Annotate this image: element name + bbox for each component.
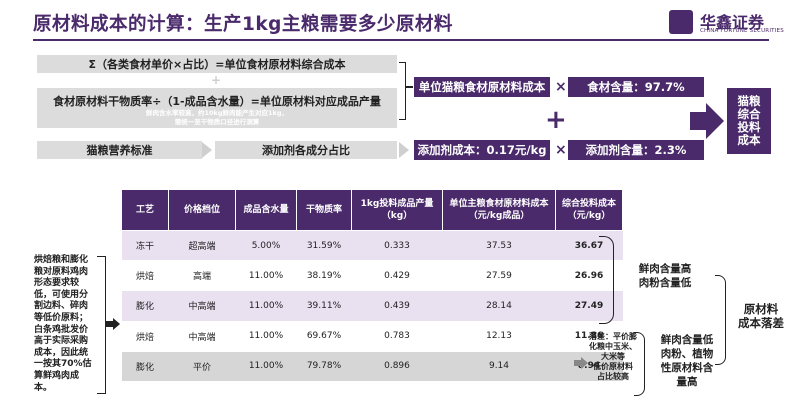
table-cell: 8.94 (555, 351, 623, 382)
plus-small-icon: + (211, 73, 222, 87)
table-cell: 26.96 (555, 260, 623, 292)
col-header: 单位主粮食材原材料成本 （元/kg成品） (442, 189, 556, 231)
table-cell: 37.53 (442, 230, 556, 262)
page-title: 原材料成本的计算：生产1kg主粮需要多少原材料 (33, 14, 453, 35)
table-cell: 超高端 (168, 230, 236, 262)
col-header: 1kg投料成品产量 （kg） (351, 189, 443, 231)
table-cell: 38.19% (296, 260, 352, 292)
table-cell: 高端 (168, 260, 236, 292)
col-header: 综合投料成本 （元/kg） (555, 189, 623, 231)
header-divider (33, 39, 769, 41)
additive-ratio-box: 添加剂含量：2.3% (568, 140, 704, 160)
table-header-row: 工艺 价格档位 成品含水量 干物质率 1kg投料成品产量 （kg） 单位主粮食材… (121, 189, 623, 231)
table-cell: 69.67% (296, 321, 352, 352)
table-cell: 11.86 (555, 321, 623, 352)
result-box: 猫粮 综合 投料 成本 (727, 88, 771, 154)
food-cost-box: 单位猫粮食材原材料成本 (414, 77, 550, 97)
formula-row-3-left: 猫粮营养标准 (37, 141, 202, 159)
table-cell: 11.00% (235, 321, 297, 352)
col-header: 干物质率 (296, 189, 352, 231)
table-cell: 平价 (168, 351, 236, 382)
group1-bracket (599, 236, 614, 324)
table-cell: 烘焙 (121, 260, 169, 292)
col-header: 价格档位 (168, 189, 236, 231)
table-row: 膨化 中高端 11.00% 39.11% 0.439 28.14 27.49 (121, 290, 623, 322)
times-icon-2: × (555, 142, 567, 158)
arrow-right-icon-2 (399, 142, 409, 158)
table-cell: 31.59% (296, 230, 352, 262)
table-cell: 中高端 (168, 321, 236, 352)
table-cell: 0.783 (351, 321, 443, 352)
plus-icon: + (545, 105, 567, 135)
additive-cost-box: 添加剂成本：0.17元/kg (414, 140, 550, 160)
formula-row-2: 食材原材料干物质率÷（1-成品含水量）=单位原材料对应成品产量 (53, 94, 381, 108)
table-cell: 27.49 (555, 290, 623, 322)
side-note: 烘焙粮和膨化粮对原料鸡肉形态要求较低，可使用分割边料、碎肉等低价原料；白条鸡批发… (34, 255, 92, 393)
formula-row-2-box: 食材原材料干物质率÷（1-成品含水量）=单位原材料对应成品产量 鲜肉含水率较高，… (37, 88, 397, 128)
table-cell: 0.333 (351, 230, 443, 262)
group2-bracket (634, 332, 645, 396)
table-cell: 0.429 (351, 260, 443, 292)
table-cell: 27.59 (442, 260, 556, 292)
table-cell: 11.00% (235, 351, 297, 382)
food-ratio-box: 食材含量：97.7% (568, 77, 704, 97)
table-cell: 烘焙 (121, 321, 169, 352)
table-cell: 39.11% (296, 290, 352, 322)
brace-tick (405, 86, 413, 88)
group1-label: 鲜肉含量高 肉粉含量低 (638, 263, 692, 289)
table-cell: 12.13 (442, 321, 556, 352)
table-cell: 11.00% (235, 260, 297, 292)
table-cell: 冻干 (121, 230, 169, 262)
table-row: 膨化 平价 11.00% 79.78% 0.896 9.14 8.94 (121, 351, 623, 382)
logo-text: 华鑫证券 (700, 13, 765, 32)
table-cell: 0.896 (351, 351, 443, 382)
times-icon: × (555, 79, 567, 95)
drop-note: 落差：平价膨 化粮中玉米、 大米等 低价原材料 占比较高 (589, 332, 637, 381)
group2-label: 鲜肉含量低 肉粉、植物 性原材料含 量高 (660, 334, 714, 388)
drop-arrow-icon (574, 357, 588, 369)
table-cell: 28.14 (442, 290, 556, 322)
brace-formula (399, 62, 406, 120)
table-cell: 中高端 (168, 290, 236, 322)
table-row: 烘焙 高端 11.00% 38.19% 0.429 27.59 26.96 (121, 260, 623, 292)
table-cell: 79.78% (296, 351, 352, 382)
conclusion-label: 原材料 成本落差 (738, 302, 784, 330)
col-header: 成品含水量 (235, 189, 297, 231)
cost-table: 工艺 价格档位 成品含水量 干物质率 1kg投料成品产量 （kg） 单位主粮食材… (121, 189, 623, 382)
formula-row-3-right: 添加剂各成分占比 (215, 141, 397, 159)
col-header: 工艺 (121, 189, 169, 231)
table-cell: 11.00% (235, 290, 297, 322)
conclusion-bracket (715, 275, 726, 365)
table-row: 烘焙 中高端 11.00% 69.67% 0.783 12.13 11.86 (121, 321, 623, 352)
table-cell: 9.14 (442, 351, 556, 382)
table-cell: 膨化 (121, 351, 169, 382)
table-cell: 0.439 (351, 290, 443, 322)
result-arrow-icon (690, 103, 724, 139)
formula-note: 鲜肉含水率较高，约10kg鲜肉能产生对应1kg， 需统一至干物质口径进行测算 (145, 108, 289, 126)
table-row: 冻干 超高端 5.00% 31.59% 0.333 37.53 36.67 (121, 230, 623, 262)
arrow-right-icon (202, 142, 212, 158)
logo-subtitle: CHINA FORTUNE SECURITIES (700, 28, 784, 34)
side-arrow-icon (105, 318, 120, 330)
formula-row-1: Σ（各类食材单价×占比）=单位食材原材料综合成本 (37, 55, 397, 73)
table-cell: 5.00% (235, 230, 297, 262)
table-cell: 膨化 (121, 290, 169, 322)
logo-icon (669, 10, 693, 34)
